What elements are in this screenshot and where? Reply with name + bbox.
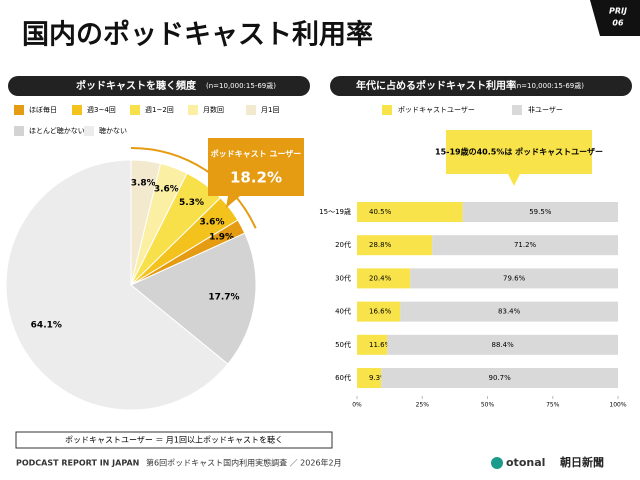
bar — [432, 235, 618, 256]
legend-label: 月1回 — [261, 106, 279, 114]
bar — [381, 368, 618, 388]
data-label: 5.3% — [179, 198, 204, 208]
x-tick-label: 100% — [609, 402, 626, 409]
x-tick-label: 0% — [352, 402, 362, 409]
data-label: 16.6% — [369, 308, 392, 316]
pie-slice — [130, 232, 257, 365]
data-label: 40.5% — [369, 208, 392, 216]
bar — [357, 235, 433, 256]
legend-swatch — [512, 105, 522, 115]
bar — [357, 368, 382, 388]
legend-swatch — [14, 105, 24, 115]
legend-swatch — [72, 105, 82, 115]
y-tick-label: 50代 — [335, 340, 351, 349]
data-label: 3.6% — [154, 184, 179, 194]
panel-subtitle: (n=10,000:15-69歳) — [206, 81, 276, 90]
note: ポッドキャストユーザー ＝ 月1回以上ポッドキャストを聴く — [65, 435, 283, 445]
note-box — [15, 431, 333, 449]
data-label: 59.5% — [529, 208, 552, 216]
legend-label: 月数回 — [203, 105, 224, 114]
title: 国内のポッドキャスト利用率 — [22, 19, 373, 51]
bar — [357, 334, 388, 355]
legend-label: 非ユーザー — [528, 105, 563, 114]
legend-swatch — [382, 105, 392, 115]
data-label: 88.4% — [492, 341, 515, 349]
bar — [357, 301, 401, 322]
data-label: 9.3% — [369, 374, 387, 382]
data-label: 17.7% — [208, 293, 239, 303]
badge-text: PRIJ — [609, 7, 627, 16]
panel-title: 年代に占めるポッドキャスト利用率 — [356, 79, 516, 92]
callout-label: ポッドキャスト ユーザー — [211, 149, 302, 159]
legend-label: 週1~2回 — [145, 105, 174, 114]
footer-report: PODCAST REPORT IN JAPAN — [16, 459, 139, 468]
badge — [590, 0, 640, 36]
legend-label: ほぼ毎日 — [29, 105, 57, 114]
data-label: 90.7% — [489, 374, 512, 382]
bar — [357, 268, 411, 289]
x-tick-label: 75% — [546, 402, 560, 409]
data-label: 20.4% — [369, 274, 392, 282]
legend-label: 週3~4回 — [87, 105, 116, 114]
badge-page: 06 — [612, 19, 624, 28]
data-label: 1.9% — [209, 233, 234, 243]
data-label: 28.8% — [369, 241, 392, 249]
legend-swatch — [14, 126, 24, 136]
panel-subtitle: (n=10,000:15-69歳) — [514, 81, 584, 90]
legend-swatch — [130, 105, 140, 115]
legend-swatch — [188, 105, 198, 115]
bar — [357, 202, 463, 222]
callout — [208, 138, 304, 208]
legend-swatch — [84, 126, 94, 136]
panel-header — [8, 76, 310, 96]
legend-label: 聴かない — [99, 126, 127, 135]
y-tick-label: 30代 — [335, 273, 351, 282]
y-tick-label: 20代 — [335, 240, 351, 249]
bar — [387, 334, 618, 355]
logo-mark — [491, 457, 503, 469]
highlight-arc — [130, 147, 257, 229]
data-label: 3.6% — [200, 218, 225, 228]
data-label: 71.2% — [514, 241, 537, 249]
x-tick-label: 25% — [416, 402, 430, 409]
data-label: 64.1% — [31, 321, 62, 331]
x-tick-label: 50% — [481, 402, 495, 409]
y-tick-label: 40代 — [335, 307, 351, 316]
callout-text: 15-19歳の40.5%は ポッドキャストユーザー — [435, 147, 603, 157]
legend-label: ほとんど聴かない — [29, 126, 85, 135]
logo-otonal: otonal — [506, 456, 545, 469]
data-label: 83.4% — [498, 308, 521, 316]
legend-label: ポッドキャストユーザー — [398, 106, 475, 114]
bar — [410, 268, 618, 289]
footer-survey: 第6回ポッドキャスト国内利用実態調査 ／ 2026年2月 — [146, 458, 342, 468]
callout-value: 18.2% — [230, 169, 282, 187]
y-tick-label: 60代 — [335, 373, 351, 382]
bar — [462, 202, 618, 222]
bar — [400, 301, 618, 322]
pie-slice — [5, 159, 229, 411]
legend-swatch — [246, 105, 256, 115]
panel-title: ポッドキャストを聴く頻度 — [76, 79, 197, 92]
data-label: 79.6% — [503, 274, 526, 282]
y-tick-label: 15～19歳 — [319, 207, 351, 216]
data-label: 3.8% — [131, 179, 156, 189]
callout — [446, 130, 592, 186]
data-label: 11.6% — [369, 341, 392, 349]
logo-asahi: 朝日新聞 — [560, 455, 604, 469]
panel-header — [330, 76, 632, 96]
